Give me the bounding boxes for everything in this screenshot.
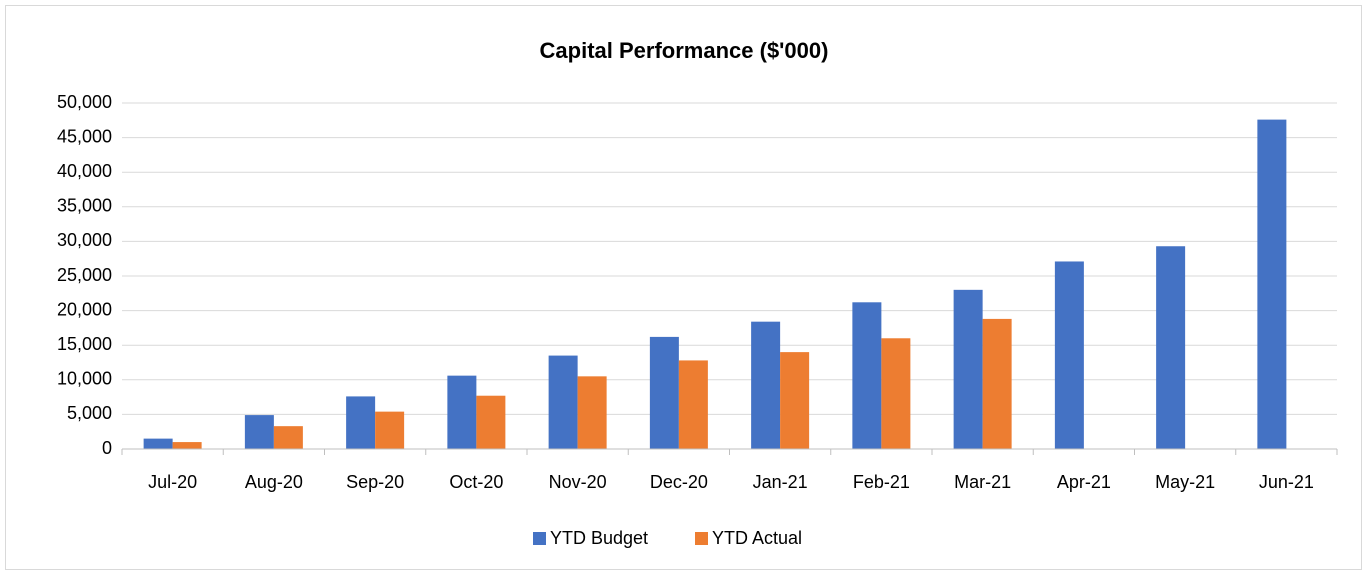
bar [649, 336, 679, 449]
bar [447, 375, 477, 449]
x-tick-label: Nov-20 [549, 472, 607, 492]
y-tick-label: 15,000 [57, 334, 112, 354]
chart-title: Capital Performance ($'000) [540, 38, 829, 63]
y-tick-label: 25,000 [57, 265, 112, 285]
legend-label: YTD Budget [550, 528, 648, 548]
y-tick-label: 0 [102, 438, 112, 458]
y-tick-label: 45,000 [57, 126, 112, 146]
legend-swatch [695, 532, 708, 545]
y-tick-label: 40,000 [57, 161, 112, 181]
bar [577, 376, 607, 449]
x-tick-label: Dec-20 [650, 472, 708, 492]
y-tick-label: 10,000 [57, 369, 112, 389]
bar [1257, 119, 1287, 449]
bar [172, 442, 202, 449]
y-tick-label: 35,000 [57, 196, 112, 216]
x-tick-label: Apr-21 [1057, 472, 1111, 492]
bar [953, 289, 983, 449]
bar [751, 321, 781, 449]
x-tick-label: Jun-21 [1259, 472, 1314, 492]
x-tick-label: Feb-21 [853, 472, 910, 492]
x-tick-label: Sep-20 [346, 472, 404, 492]
bar [678, 360, 708, 449]
x-tick-label: Mar-21 [954, 472, 1011, 492]
bar [375, 411, 405, 449]
x-tick-label: Aug-20 [245, 472, 303, 492]
y-tick-label: 50,000 [57, 92, 112, 112]
legend-label: YTD Actual [712, 528, 802, 548]
y-tick-label: 20,000 [57, 299, 112, 319]
x-tick-label: May-21 [1155, 472, 1215, 492]
bar [346, 396, 376, 449]
x-tick-label: Jul-20 [148, 472, 197, 492]
bar [273, 426, 303, 449]
x-tick-label: Oct-20 [449, 472, 503, 492]
bar [982, 318, 1012, 449]
y-tick-label: 30,000 [57, 230, 112, 250]
bar [1156, 246, 1186, 449]
bar [852, 302, 882, 449]
bar [244, 415, 274, 449]
bar [548, 355, 578, 449]
bar [476, 395, 506, 449]
bar [143, 438, 173, 449]
chart-frame [5, 5, 1362, 570]
x-tick-label: Jan-21 [753, 472, 808, 492]
legend-swatch [533, 532, 546, 545]
bar [1054, 261, 1084, 449]
bar [881, 338, 911, 449]
y-tick-label: 5,000 [67, 403, 112, 423]
bar [780, 352, 810, 449]
